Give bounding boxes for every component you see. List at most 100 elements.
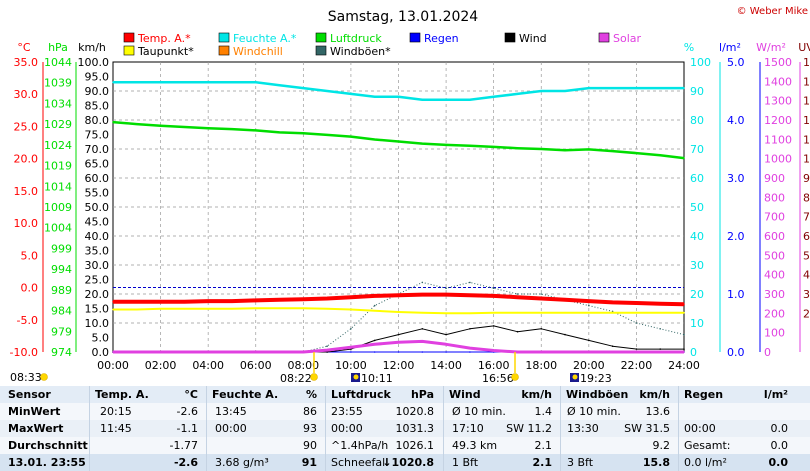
temp-tick-label: 5.0: [21, 249, 39, 262]
solar-tick-label: 600: [764, 230, 785, 243]
data-point: [469, 144, 471, 147]
legend-label: Luftdruck: [330, 32, 382, 45]
rain-tick-label: 3.0: [727, 172, 745, 185]
data-point: [469, 347, 471, 349]
table-cell-wind-a: 17:10: [452, 422, 484, 435]
data-point: [326, 134, 328, 136]
wind-tick-label: 15.0: [85, 303, 110, 316]
uv-tick-label: 13: [803, 95, 810, 108]
pressure-tick-label: 994: [51, 263, 72, 276]
uv-tick-label: 9: [803, 172, 810, 185]
data-point: [326, 297, 328, 300]
data-point: [255, 299, 257, 302]
wind-tick-label: 40.0: [85, 230, 110, 243]
legend-label: Feuchte A.*: [233, 32, 297, 45]
data-point: [588, 351, 590, 353]
table-cell-pres-time: Schneefall: [331, 456, 389, 469]
x-tick-label: 00:00: [97, 359, 129, 372]
col-divider: [560, 386, 561, 471]
data-point: [683, 348, 685, 350]
wind-tick-label: 50.0: [85, 201, 110, 214]
data-point: [373, 304, 376, 307]
data-point: [540, 328, 543, 330]
data-point: [183, 81, 186, 84]
data-point: [278, 307, 281, 310]
legend-swatch: [504, 32, 516, 43]
temp-axis-unit: °C: [17, 41, 31, 54]
rain-tick-label: 5.0: [727, 56, 745, 69]
data-point: [373, 96, 376, 98]
humidity-tick-label: 60: [690, 172, 704, 185]
sunrise-time: 08:22: [280, 372, 312, 385]
solar-axis-unit: W/m²: [756, 41, 786, 54]
temp-tick-label: -5.0: [17, 314, 38, 327]
table-cell-gust-b: 13.6: [645, 405, 671, 418]
temp-tick-label: -10.0: [10, 346, 38, 359]
humidity-tick-label: 100: [690, 56, 711, 69]
data-point: [231, 308, 233, 310]
humidity-tick-label: 40: [690, 230, 704, 243]
temp-tick-label: 10.0: [14, 217, 39, 230]
header-humidity: Feuchte A.: [212, 388, 279, 401]
uv-tick-label: 7: [803, 211, 810, 224]
data-point: [326, 308, 328, 310]
wind-tick-label: 55.0: [85, 187, 110, 200]
data-point: [397, 311, 400, 313]
x-tick-label: 04:00: [192, 359, 224, 372]
legend-swatch: [218, 45, 230, 56]
data-point: [255, 81, 257, 84]
data-point: [255, 351, 257, 353]
temp-tick-label: 35.0: [14, 56, 39, 69]
rain-tick-label: 1.0: [727, 288, 745, 301]
sun-icon: [511, 373, 519, 381]
humidity-tick-label: 0: [690, 346, 697, 359]
data-point: [492, 96, 495, 98]
legend-swatch: [598, 32, 610, 43]
data-point: [492, 295, 495, 297]
data-point: [635, 311, 638, 314]
data-point: [469, 328, 471, 330]
legend-label: Wind: [519, 32, 547, 45]
wind-tick-label: 30.0: [85, 259, 110, 272]
data-point: [159, 125, 162, 127]
table-cell-pres: ↓1020.8: [382, 456, 434, 469]
sunset-time: 16:56: [482, 372, 514, 385]
data-point: [159, 81, 162, 84]
data-point: [445, 98, 447, 101]
data-point: [540, 293, 543, 295]
data-point: [421, 281, 424, 284]
data-point: [373, 295, 376, 297]
data-point: [397, 333, 400, 336]
data-point: [445, 144, 447, 146]
wind-tick-label: 90.0: [85, 85, 110, 98]
data-point: [445, 351, 447, 353]
data-point: [516, 93, 519, 95]
col-divider: [206, 386, 207, 471]
table-cell-hum: 86: [303, 405, 317, 418]
data-point: [659, 311, 661, 314]
table-row: Durchschnitt -1.77 90 ^1.4hPa/h 1026.1 49.3 k…: [0, 437, 810, 454]
table-cell-hum-time: 13:45: [215, 405, 247, 418]
uv-tick-label: 14: [803, 75, 810, 88]
data-point: [255, 307, 257, 310]
data-point: [278, 84, 281, 86]
x-tick-label: 22:00: [621, 359, 653, 372]
sun-icon: [40, 373, 48, 381]
data-point: [683, 311, 685, 314]
data-point: [469, 312, 471, 315]
sun-moon-events: 08:33 08:22 10:11 16:56 19:23: [10, 352, 612, 385]
legend-label: Windchill: [233, 45, 283, 58]
moonset-time: 10:11: [361, 372, 393, 385]
data-point: [469, 281, 471, 284]
header-wind-unit: km/h: [521, 388, 552, 401]
data-point: [683, 351, 685, 353]
x-tick-label: 14:00: [430, 359, 462, 372]
data-point: [516, 293, 519, 295]
data-point: [183, 351, 186, 353]
legend-label: Solar: [613, 32, 642, 45]
data-point: [469, 351, 471, 353]
data-point: [350, 351, 352, 353]
solar-tick-label: 800: [764, 191, 785, 204]
wind-tick-label: 10.0: [85, 317, 110, 330]
table-cell-rain-a: 0.0 l/m²: [684, 456, 727, 469]
